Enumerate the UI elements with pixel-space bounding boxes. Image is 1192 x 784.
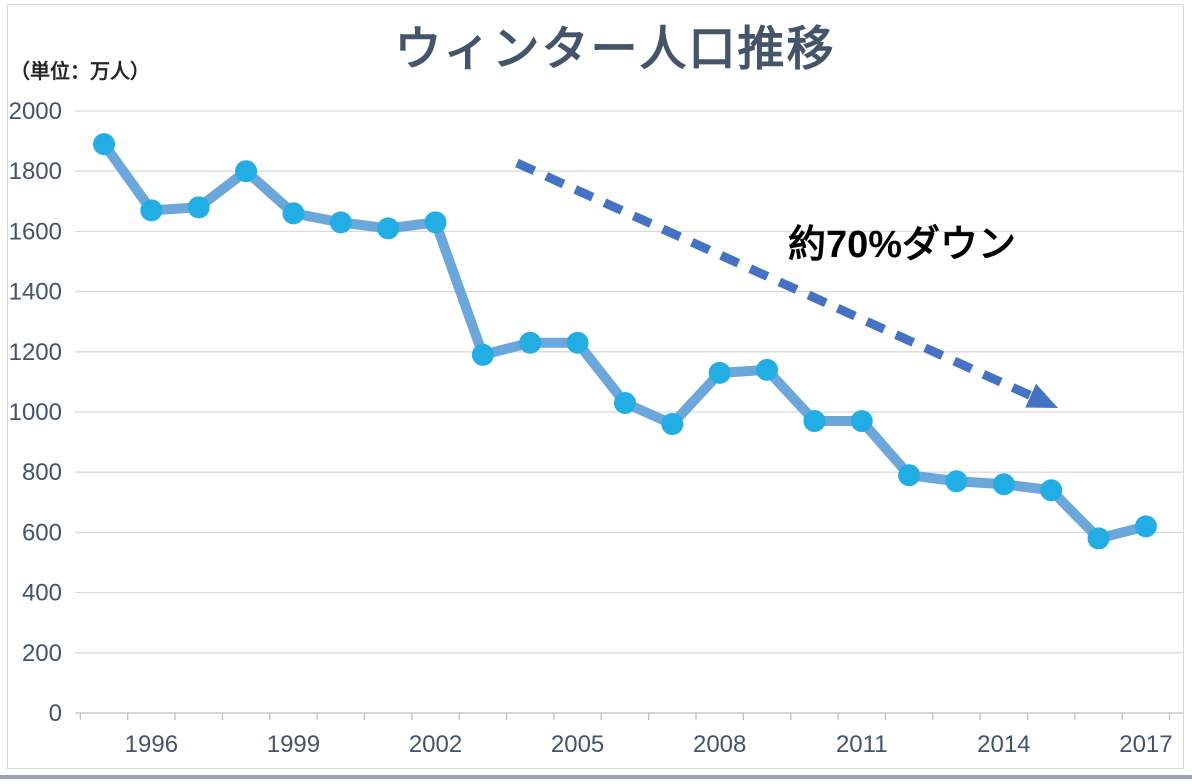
data-point-marker [756,358,779,381]
chart-title: ウィンター人口推移 [394,22,836,75]
x-tick-label: 2011 [836,731,888,758]
x-tick-label: 2014 [977,731,1030,758]
trend-arrow-head [1025,383,1058,408]
y-tick-label: 1000 [9,399,62,426]
x-tick-label: 1999 [267,731,320,758]
y-tick-label: 1600 [9,218,62,245]
data-point-marker [898,464,921,487]
data-point-marker [1134,515,1157,538]
y-tick-label: 600 [22,519,62,546]
series-line [99,139,1151,544]
data-point-marker [945,470,968,493]
x-tick-label: 2005 [551,731,604,758]
data-point-marker [282,202,305,225]
data-point-marker [187,196,210,219]
y-tick-label: 1800 [9,158,62,185]
data-point-marker [329,211,352,234]
data-point-marker [235,160,258,183]
data-point-marker [566,331,589,354]
y-tick-label: 400 [22,580,62,607]
data-point-marker [613,391,636,414]
data-point-marker [424,211,447,234]
data-point-marker [803,410,826,433]
data-point-marker [519,331,542,354]
y-tick-label: 1400 [9,279,62,306]
y-tick-label: 200 [22,640,62,667]
x-tick-label: 2002 [409,731,462,758]
data-point-marker [1040,479,1063,502]
y-axis-unit-label: （単位：万人） [10,61,150,83]
data-point-marker [850,410,873,433]
x-tick-label: 2008 [693,731,746,758]
data-point-marker [93,133,115,156]
data-point-marker [992,473,1015,496]
data-point-marker [377,217,400,240]
data-point-marker [471,343,494,366]
data-point-marker [1087,527,1110,550]
chart-frame [7,4,1184,769]
y-tick-label: 2000 [9,98,62,125]
data-point-marker [661,413,684,436]
x-tick-label: 2017 [1119,731,1172,758]
annotation-text: 約70%ダウン [788,224,1017,266]
data-point-marker [708,361,731,384]
x-tick-label: 1996 [125,731,178,758]
y-tick-label: 1200 [9,339,62,366]
bottom-border-line [0,775,1192,779]
data-point-marker [140,199,163,222]
y-tick-label: 0 [49,700,62,727]
y-tick-label: 800 [22,459,62,486]
